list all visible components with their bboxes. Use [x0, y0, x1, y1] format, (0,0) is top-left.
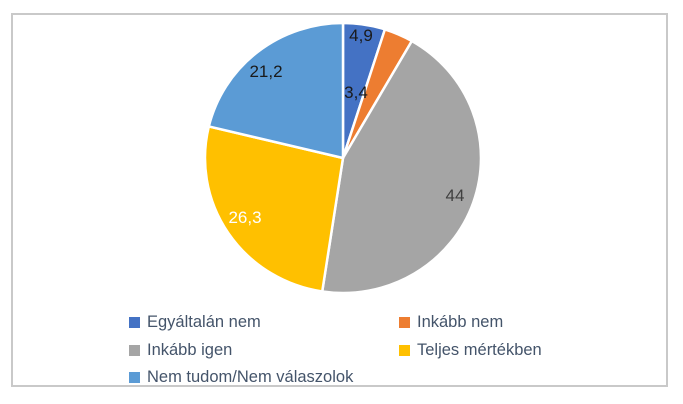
legend-item-inkabb-nem[interactable]: Inkább nem — [399, 313, 669, 332]
legend-label: Inkább igen — [147, 340, 233, 359]
legend-item-egyaltalan-nem[interactable]: Egyáltalán nem — [129, 313, 399, 332]
legend-swatch-icon — [399, 344, 410, 356]
legend-item-nem-tudom[interactable]: Nem tudom/Nem válaszolok — [129, 368, 399, 387]
legend-item-teljes-mertekben[interactable]: Teljes mértékben — [399, 341, 669, 360]
chart-legend: Egyáltalán nem Inkább nem Inkább igen Te… — [129, 309, 669, 392]
legend-label: Egyáltalán nem — [147, 313, 261, 332]
pie-slice-3[interactable] — [203, 125, 345, 293]
legend-item-inkabb-igen[interactable]: Inkább igen — [129, 341, 399, 360]
legend-label: Inkább nem — [417, 313, 504, 332]
legend-label: Teljes mértékben — [417, 340, 542, 359]
data-label-inkabb-nem: 3,4 — [344, 83, 368, 102]
data-label-inkabb-igen: 44 — [445, 186, 465, 205]
legend-swatch-icon — [129, 344, 140, 356]
data-label-nem-tudom: 21,2 — [249, 62, 283, 81]
pie-slice-4[interactable] — [207, 21, 345, 160]
data-label-egyaltalan-nem: 4,9 — [349, 26, 373, 45]
legend-swatch-icon — [129, 372, 140, 384]
data-label-teljes-mertekben: 26,3 — [228, 208, 262, 227]
legend-swatch-icon — [129, 317, 140, 329]
legend-swatch-icon — [399, 317, 410, 329]
legend-label: Nem tudom/Nem válaszolok — [147, 368, 354, 387]
pie-slice-2[interactable] — [320, 39, 483, 295]
